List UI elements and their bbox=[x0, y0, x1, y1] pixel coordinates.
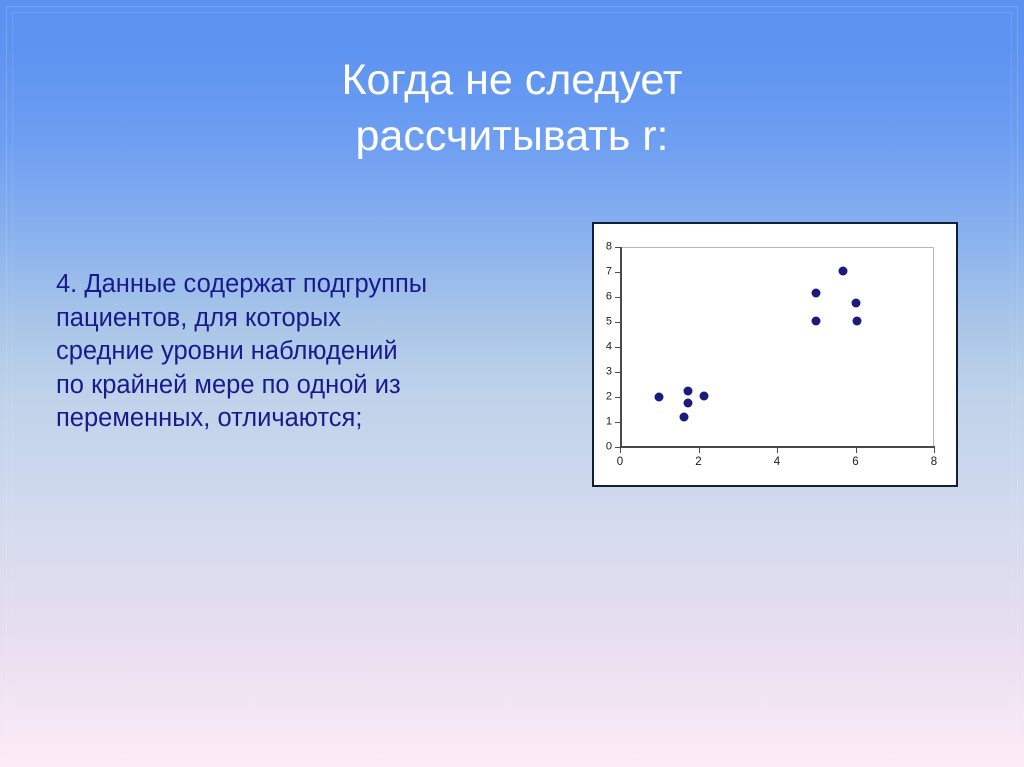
x-axis-label: 2 bbox=[695, 456, 702, 468]
y-axis-label: 2 bbox=[605, 390, 612, 403]
y-axis-tick bbox=[615, 447, 620, 448]
x-axis-tick bbox=[777, 448, 778, 453]
y-axis-label: 5 bbox=[605, 315, 612, 328]
y-axis-tick bbox=[615, 372, 620, 373]
scatter-point bbox=[699, 391, 709, 401]
x-axis-tick bbox=[698, 448, 700, 453]
scatter-point bbox=[683, 398, 692, 408]
y-axis-label: 0 bbox=[605, 440, 612, 453]
page-title: Когда не следует рассчитывать r: bbox=[341, 56, 683, 160]
y-axis-label: 7 bbox=[605, 265, 612, 278]
x-axis-label: 4 bbox=[773, 456, 781, 468]
y-axis-tick bbox=[615, 397, 620, 398]
y-axis-tick bbox=[615, 297, 620, 298]
scatter-point bbox=[811, 316, 821, 326]
y-axis-label: 1 bbox=[605, 415, 612, 428]
y-axis-tick bbox=[615, 322, 620, 323]
scatter-point bbox=[654, 392, 664, 401]
x-axis-line bbox=[620, 446, 935, 448]
scatter-chart: 0 1 2 3 4 5 6 7 8 0 2 4 6 8 bbox=[594, 224, 956, 485]
y-axis-tick bbox=[615, 247, 620, 248]
x-axis-tick bbox=[934, 448, 935, 453]
y-axis-label: 4 bbox=[605, 340, 612, 353]
body-text: 4. Данные содержат подгруппы пациентов, … bbox=[56, 270, 428, 432]
scatter-point bbox=[683, 386, 692, 396]
scatter-point bbox=[838, 266, 848, 276]
scatter-point bbox=[852, 316, 862, 326]
plot-area bbox=[620, 247, 934, 447]
x-axis-label: 6 bbox=[852, 456, 859, 468]
x-axis-tick bbox=[855, 448, 857, 453]
y-axis-label: 8 bbox=[605, 240, 612, 253]
y-axis-tick bbox=[615, 272, 620, 273]
y-axis-label: 3 bbox=[605, 365, 612, 378]
scatter-point bbox=[811, 288, 821, 298]
scatter-point bbox=[851, 298, 860, 308]
y-axis-line bbox=[620, 247, 622, 448]
scatter-point bbox=[679, 412, 689, 421]
x-axis-label: 0 bbox=[616, 456, 624, 468]
y-axis-tick bbox=[615, 347, 620, 348]
x-axis-tick bbox=[620, 448, 621, 453]
x-axis-label: 8 bbox=[930, 456, 938, 468]
y-axis-label: 6 bbox=[605, 290, 612, 303]
scatter-chart-panel: 0 1 2 3 4 5 6 7 8 0 2 4 6 8 bbox=[592, 222, 958, 487]
y-axis-tick bbox=[615, 422, 620, 423]
